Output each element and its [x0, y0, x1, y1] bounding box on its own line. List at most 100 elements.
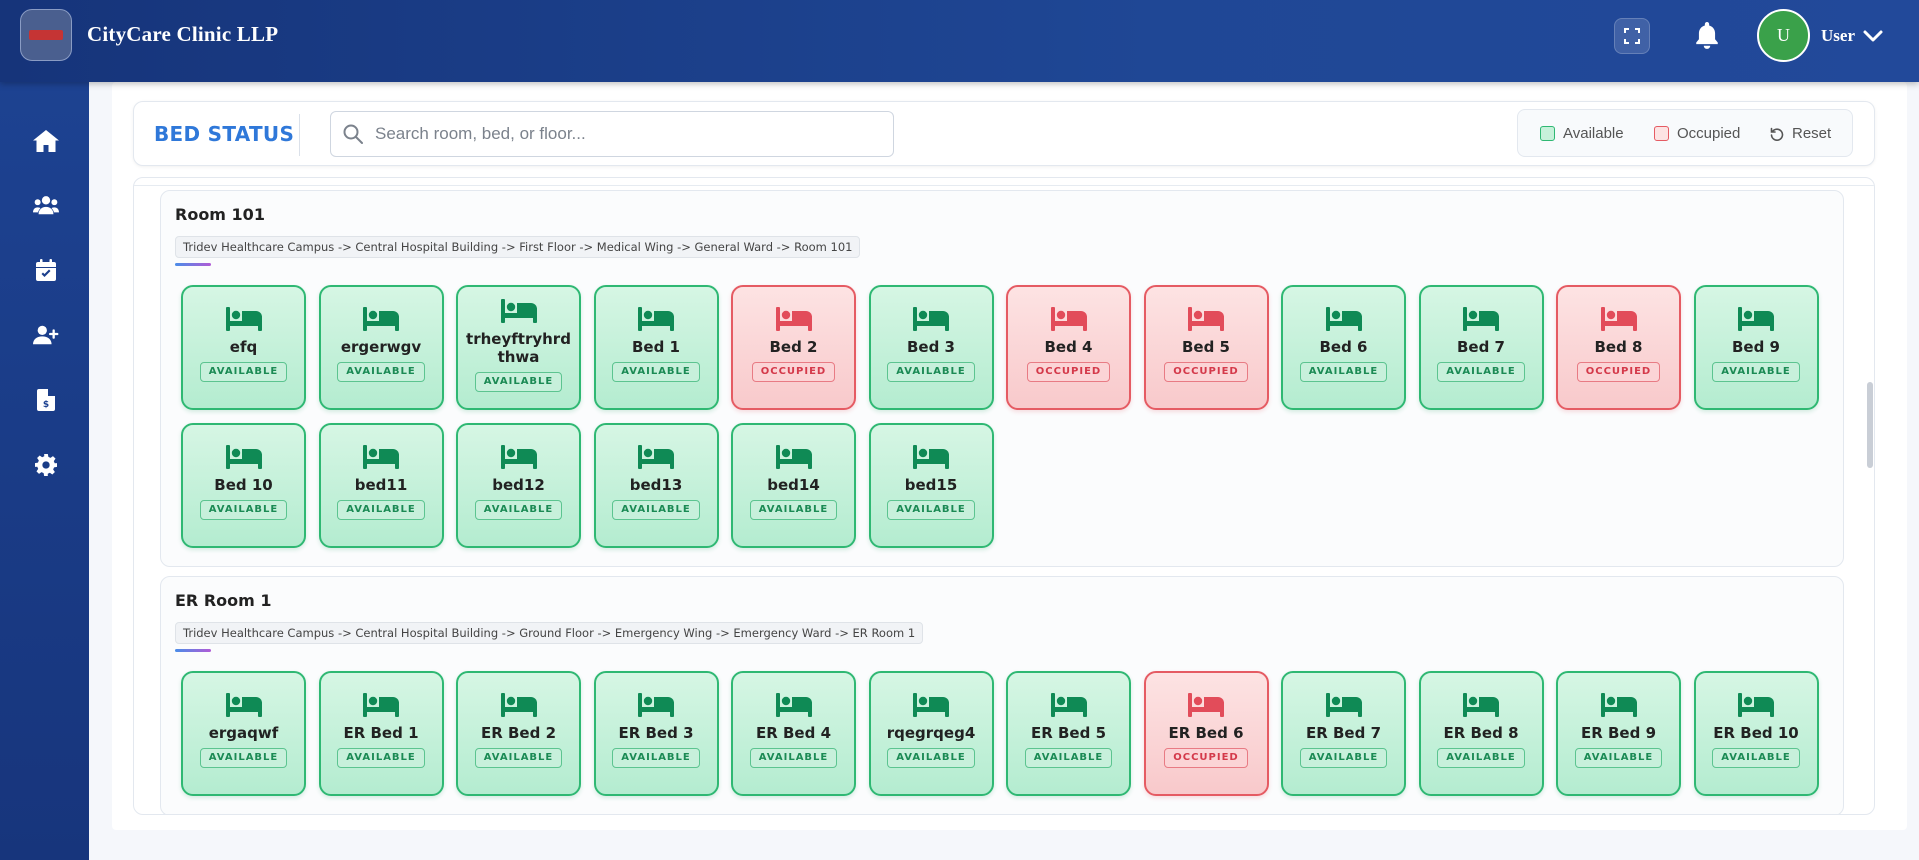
status-badge: AVAILABLE [612, 748, 700, 768]
top-header: CityCare Clinic LLP U User [0, 0, 1919, 82]
bed-icon [363, 307, 399, 331]
status-badge: AVAILABLE [612, 362, 700, 382]
bed-tile[interactable]: ER Bed 6 OCCUPIED [1143, 671, 1269, 796]
bed-name: ER Bed 1 [343, 724, 419, 742]
bed-icon [775, 445, 812, 469]
bed-tile[interactable]: Bed 6 AVAILABLE [1281, 285, 1406, 410]
bed-tile[interactable]: ER Bed 7 AVAILABLE [1281, 671, 1406, 796]
bed-icon [1325, 693, 1362, 717]
status-badge: AVAILABLE [612, 500, 700, 520]
bed-icon [775, 693, 812, 717]
bed-icon [638, 307, 674, 331]
bed-name: Bed 10 [214, 476, 273, 494]
bed-name: bed11 [354, 476, 408, 494]
bed-icon [1738, 307, 1774, 331]
bed-icon [1463, 693, 1499, 717]
legend-available-label: Available [1563, 125, 1624, 142]
bed-name: Bed 5 [1181, 338, 1230, 356]
bed-icon [500, 445, 537, 469]
bed-icon [913, 307, 949, 331]
legend-available-swatch [1540, 126, 1555, 141]
status-badge: AVAILABLE [887, 748, 975, 768]
bed-tile[interactable]: Bed 9 AVAILABLE [1693, 285, 1819, 410]
sidebar-item-appointments[interactable] [33, 257, 59, 283]
bed-tile[interactable]: Bed 3 AVAILABLE [868, 285, 994, 410]
legend-occupied: Occupied [1654, 125, 1740, 142]
bed-tile[interactable]: bed11 AVAILABLE [318, 423, 444, 548]
bed-tile[interactable]: Bed 5 OCCUPIED [1143, 285, 1269, 410]
room-title: Room 101 [175, 205, 265, 224]
bed-tile[interactable]: Bed 10 AVAILABLE [181, 423, 306, 548]
status-badge: AVAILABLE [1712, 748, 1800, 768]
bed-status-toolbar: BED STATUS Available Occupied Reset [133, 101, 1875, 166]
status-badge: AVAILABLE [1024, 748, 1113, 768]
bed-tile[interactable]: ER Bed 8 AVAILABLE [1418, 671, 1544, 796]
home-icon [33, 130, 59, 152]
status-badge: AVAILABLE [199, 362, 288, 382]
reset-button[interactable]: Reset [1770, 125, 1831, 142]
bed-tile[interactable]: Bed 2 OCCUPIED [731, 285, 856, 410]
bed-tile[interactable]: bed12 AVAILABLE [456, 423, 581, 548]
search-input[interactable] [375, 114, 875, 154]
notifications-button[interactable] [1690, 18, 1724, 54]
bed-name: ergerwgv [340, 338, 422, 356]
avatar[interactable]: U [1757, 9, 1810, 62]
fullscreen-icon [1624, 28, 1640, 44]
sidebar-item-settings[interactable] [33, 452, 59, 478]
bed-tile[interactable]: ER Bed 9 AVAILABLE [1556, 671, 1681, 796]
reset-label: Reset [1792, 125, 1832, 142]
bed-tile[interactable]: ER Bed 2 AVAILABLE [456, 671, 581, 796]
bed-tile[interactable]: ergerwgv AVAILABLE [318, 285, 444, 410]
status-legend: Available Occupied Reset [1517, 109, 1853, 157]
bed-name: bed13 [629, 476, 683, 494]
sidebar-item-billing[interactable]: $ [33, 387, 59, 413]
bed-tile[interactable]: bed14 AVAILABLE [731, 423, 856, 548]
svg-text:$: $ [43, 400, 49, 410]
bed-tile[interactable]: trheyftryhrdthwa AVAILABLE [456, 285, 581, 410]
bed-tile[interactable]: ER Bed 10 AVAILABLE [1693, 671, 1819, 796]
bed-name: Bed 8 [1594, 338, 1643, 356]
fullscreen-button[interactable] [1614, 18, 1650, 54]
bed-name: Bed 1 [631, 338, 680, 356]
bed-tile[interactable]: rqegrqeg4 AVAILABLE [868, 671, 994, 796]
bed-tile[interactable]: efq AVAILABLE [181, 285, 306, 410]
status-badge: AVAILABLE [1574, 748, 1663, 768]
status-badge: OCCUPIED [1164, 362, 1248, 382]
bed-icon [225, 307, 262, 331]
user-name[interactable]: User [1821, 26, 1855, 45]
bed-tile[interactable]: ER Bed 3 AVAILABLE [593, 671, 719, 796]
bed-tile[interactable]: Bed 1 AVAILABLE [593, 285, 719, 410]
bed-name: ergaqwf [208, 724, 279, 742]
bed-name: Bed 2 [769, 338, 818, 356]
sidebar-item-add-user[interactable] [33, 322, 59, 348]
bed-tile[interactable]: ergaqwf AVAILABLE [181, 671, 306, 796]
search-box[interactable] [330, 111, 894, 157]
bed-tile[interactable]: Bed 4 OCCUPIED [1006, 285, 1131, 410]
bed-tile[interactable]: ER Bed 4 AVAILABLE [731, 671, 856, 796]
chevron-down-icon[interactable] [1862, 26, 1884, 46]
room-accent-line [175, 263, 211, 266]
bed-icon [1600, 693, 1637, 717]
status-badge: AVAILABLE [337, 362, 425, 382]
bed-icon [363, 445, 399, 469]
bed-name: ER Bed 2 [480, 724, 557, 742]
bed-tile[interactable]: bed13 AVAILABLE [593, 423, 719, 548]
bed-icon [225, 693, 262, 717]
bed-tile[interactable]: Bed 8 OCCUPIED [1556, 285, 1681, 410]
bed-tile[interactable]: ER Bed 5 AVAILABLE [1006, 671, 1131, 796]
sidebar-item-home[interactable] [33, 128, 59, 154]
room-location-path: Tridev Healthcare Campus -> Central Hosp… [175, 622, 924, 644]
bed-tile[interactable]: ER Bed 1 AVAILABLE [318, 671, 444, 796]
legend-occupied-swatch [1654, 126, 1669, 141]
bed-icon [913, 445, 949, 469]
bed-icon [1600, 307, 1637, 331]
bed-icon [775, 307, 812, 331]
status-badge: AVAILABLE [887, 362, 975, 382]
bed-tile[interactable]: bed15 AVAILABLE [868, 423, 994, 548]
sidebar-item-patients[interactable] [33, 192, 59, 218]
bed-name: ER Bed 10 [1713, 724, 1799, 742]
bed-tile[interactable]: Bed 7 AVAILABLE [1418, 285, 1544, 410]
scrollbar[interactable] [1867, 382, 1873, 468]
clinic-logo[interactable] [20, 9, 72, 61]
bed-icon [1050, 693, 1087, 717]
